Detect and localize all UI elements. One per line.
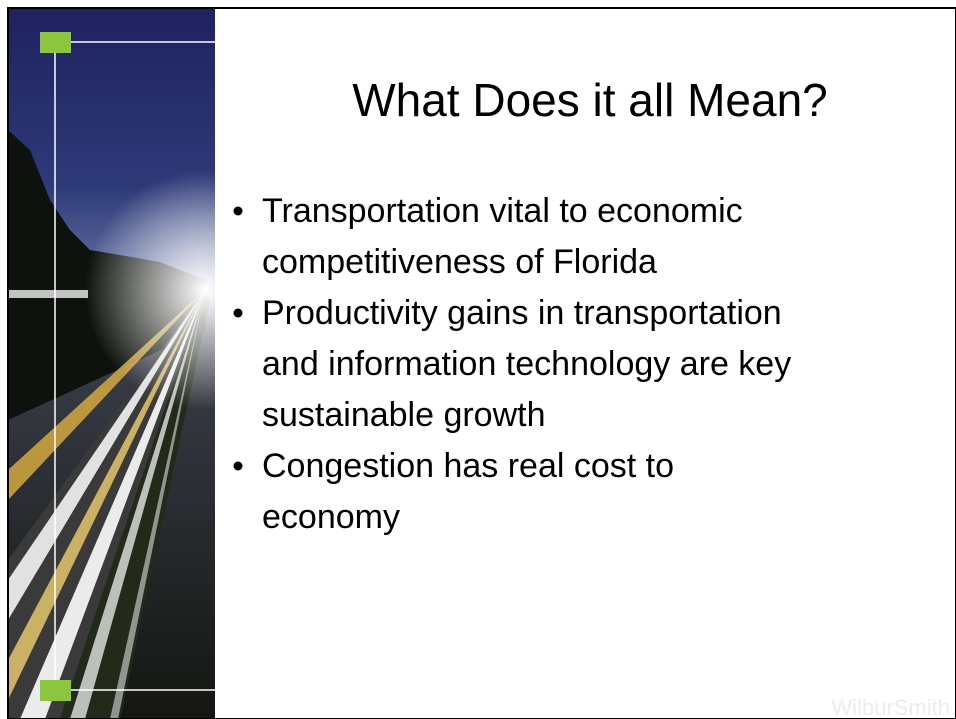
bullet-text: competitiveness of Florida <box>262 243 657 281</box>
bullet-text: Productivity gains in transportation <box>262 294 782 332</box>
logo: WilburSmith <box>831 695 950 719</box>
accent-square <box>40 680 71 701</box>
bullet-text: and information technology are key <box>262 345 791 383</box>
bullet-dot <box>234 309 243 318</box>
bullet-dot <box>234 207 243 216</box>
bullet-text: sustainable growth <box>262 396 546 434</box>
bullet-text: Transportation vital to economic <box>262 192 743 230</box>
bullet-text: Congestion has real cost to <box>262 447 674 485</box>
slide: What Does it all Mean? WilburSmith Trans… <box>0 0 956 719</box>
slide-title: What Does it all Mean? <box>352 74 828 126</box>
accent-square <box>40 32 71 53</box>
bullet-text: economy <box>262 498 400 536</box>
bullet-dot <box>234 462 243 471</box>
page: What Does it all Mean? WilburSmith Trans… <box>0 0 956 719</box>
